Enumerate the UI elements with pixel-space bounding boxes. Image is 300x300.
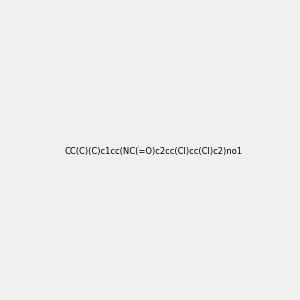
Text: CC(C)(C)c1cc(NC(=O)c2cc(Cl)cc(Cl)c2)no1: CC(C)(C)c1cc(NC(=O)c2cc(Cl)cc(Cl)c2)no1 <box>65 147 243 156</box>
